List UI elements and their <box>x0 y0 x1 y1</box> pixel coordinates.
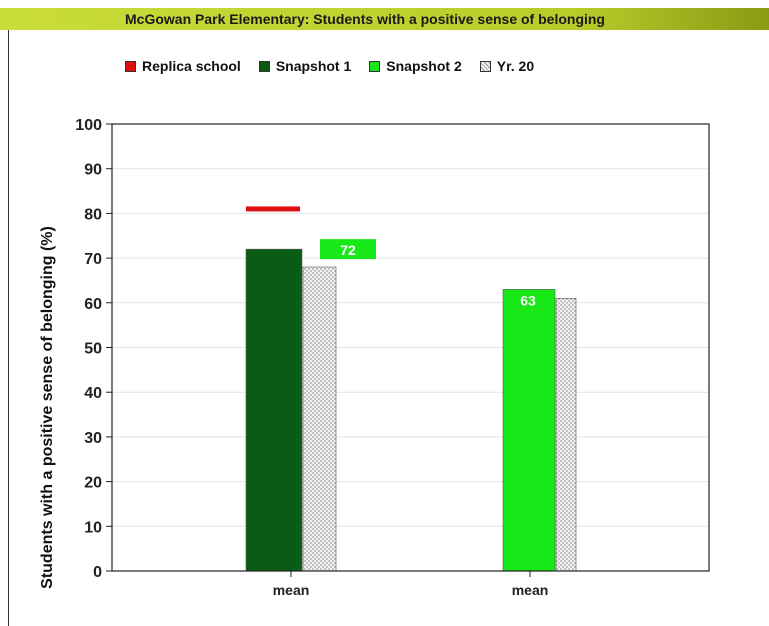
x-tick-label: mean <box>512 582 549 598</box>
data-labels: 72 63 <box>320 239 536 308</box>
x-tick-label: mean <box>273 582 310 598</box>
legend: Replica school Snapshot 1 Snapshot 2 Yr.… <box>125 56 534 76</box>
legend-label-replica: Replica school <box>142 58 241 74</box>
legend-item-snapshot1: Snapshot 1 <box>258 56 352 76</box>
legend-label-yr: Yr. 20 <box>496 58 535 74</box>
x-axis: mean mean <box>273 571 549 598</box>
y-tick-label: 90 <box>84 162 102 179</box>
legend-swatch-snapshot1 <box>258 60 270 72</box>
legend-swatch-replica <box>125 60 136 72</box>
grid-lines <box>112 123 709 572</box>
chart-title: McGowan Park Elementary: Students with a… <box>125 11 605 27</box>
legend-label-snapshot1: Snapshot 1 <box>275 58 352 74</box>
y-tick-label: 10 <box>84 519 102 536</box>
legend-item-replica: Replica school <box>125 56 241 76</box>
bar-snapshot2 <box>502 289 556 572</box>
y-axis-label: Students with a positive sense of belong… <box>39 226 56 589</box>
legend-item-snapshot2: Snapshot 2 <box>369 56 462 76</box>
title-bar <box>0 8 769 30</box>
legend-item-yr: Yr. 20 <box>479 56 535 76</box>
y-tick-label: 80 <box>84 206 102 223</box>
data-label: 63 <box>520 292 536 308</box>
bar-snapshot1 <box>245 248 303 572</box>
bar-replica <box>246 206 300 212</box>
y-tick-label: 50 <box>84 341 102 358</box>
data-label: 72 <box>340 242 356 258</box>
y-axis: 0 10 20 30 40 50 60 70 80 90 100 <box>75 117 112 581</box>
plot-frame <box>111 123 710 572</box>
y-tick-label: 100 <box>75 117 102 134</box>
bars <box>245 206 577 572</box>
legend-swatch-snapshot2 <box>369 60 381 72</box>
legend-label-snapshot2: Snapshot 2 <box>386 58 462 74</box>
bar-yr <box>555 298 577 572</box>
y-tick-label: 0 <box>93 564 102 581</box>
y-tick-label: 30 <box>84 430 102 447</box>
left-border <box>8 30 9 626</box>
y-tick-label: 70 <box>84 251 102 268</box>
y-tick-label: 40 <box>84 385 102 402</box>
data-label-bg <box>320 239 376 260</box>
legend-swatch-yr <box>479 60 491 72</box>
bar-yr <box>302 266 337 572</box>
y-tick-label: 60 <box>84 296 102 313</box>
y-tick-label: 20 <box>84 475 102 492</box>
